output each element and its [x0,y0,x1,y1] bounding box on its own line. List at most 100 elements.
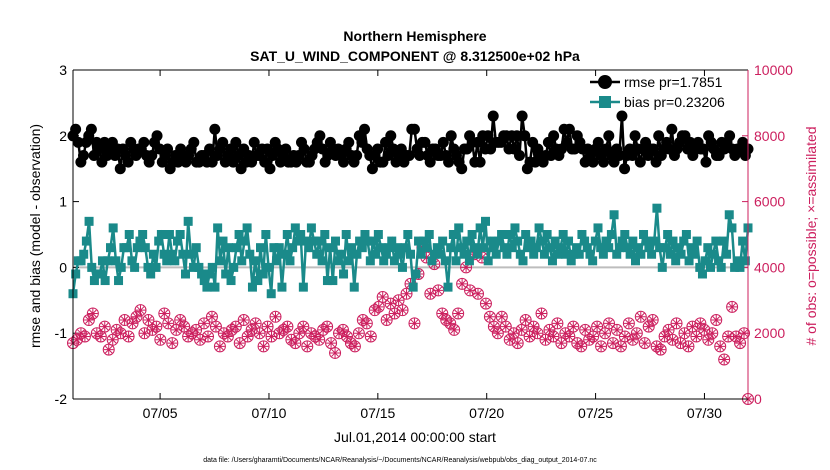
bias-point [229,262,239,272]
obs-possible-point [706,327,719,340]
bias-point [106,243,115,253]
bias-point [419,236,429,246]
obs-assimilated-point [79,331,90,342]
bias-point [582,243,592,253]
bias-point [178,249,188,259]
obs-assimilated-point [294,328,305,339]
obs-marker [352,327,365,340]
bias-point [403,230,413,239]
obs-marker [118,314,131,327]
obs-marker [694,317,707,330]
bias-point [462,236,472,246]
obs-marker [293,327,306,340]
obs-marker [162,317,175,330]
obs-marker [567,320,580,333]
obs-marker [487,320,500,333]
obs-assimilated-point [580,324,591,335]
bias-point [189,262,199,272]
obs-assimilated-point [421,252,432,263]
obs-marker [551,317,564,330]
obs-assimilated-point [492,328,503,339]
y-right-tick-label: 0 [754,391,762,407]
bias-point [617,236,627,246]
rmse-point [474,156,486,168]
bias-point [593,223,603,233]
obs-marker [340,330,353,343]
obs-assimilated-point [163,318,174,329]
obs-marker [329,346,342,359]
obs-assimilated-point [119,315,130,326]
bias-point [408,282,418,292]
bias-point [159,249,169,259]
bias-point [333,256,343,266]
obs-assimilated-point [234,338,245,349]
bias-point [355,236,365,246]
obs-marker [233,337,246,350]
obs-possible-point [257,340,270,353]
obs-assimilated-point [619,331,630,342]
bias-point [738,236,748,246]
bias-point [625,249,635,259]
bias-point [553,249,563,259]
rmse-point [619,163,631,175]
obs-marker [297,320,310,333]
obs-marker [563,330,576,343]
obs-assimilated-point [627,334,638,345]
obs-marker [78,330,91,343]
bias-point [397,262,407,272]
obs-marker [261,320,274,333]
obs-assimilated-point [532,328,543,339]
obs-possible-point [340,330,353,343]
obs-assimilated-point [151,321,162,332]
rmse-point [419,136,431,148]
obs-assimilated-point [425,288,436,299]
obs-marker [98,320,111,333]
obs-assimilated-point [453,308,464,319]
obs-possible-point [694,317,707,330]
bias-point [194,262,204,272]
obs-marker [229,320,242,333]
rmse-point [653,130,665,142]
bias-point [427,256,437,266]
obs-assimilated-point [675,338,686,349]
bias-point [237,256,247,266]
obs-marker [630,327,643,340]
obs-marker [726,300,739,313]
obs-possible-point [356,314,369,327]
bias-point [641,236,651,246]
obs-possible-point [678,327,691,340]
obs-assimilated-point [298,321,309,332]
obs-assimilated-point [254,328,265,339]
obs-marker [142,314,155,327]
obs-possible-point [337,323,349,336]
obs-possible-point [233,337,246,350]
obs-possible-point [642,320,655,333]
bias-point [724,210,734,220]
rmse-point [85,123,97,135]
rmse-point [366,163,378,175]
obs-assimilated-point [552,318,563,329]
bias-point [140,243,150,253]
obs-possible-point [690,330,703,343]
obs-possible-point [134,304,147,317]
obs-possible-point [269,310,282,323]
y-axis-left-label: rmse and bias (model - observation) [27,124,43,348]
y-left-tick-label: 0 [59,259,67,275]
x-tick-label: 07/15 [360,405,395,421]
rmse-point [487,110,499,122]
obs-marker [265,330,278,343]
obs-possible-point [726,300,739,313]
bias-point [531,243,541,253]
bias-point [239,236,249,246]
obs-marker [499,320,512,333]
obs-assimilated-point [504,334,515,345]
obs-assimilated-point [683,341,694,352]
obs-marker [313,333,326,346]
bias-point [210,282,220,292]
obs-marker [321,320,334,333]
obs-assimilated-point [445,318,456,329]
obs-assimilated-point [727,301,738,312]
obs-assimilated-point [484,311,495,322]
bias-point [111,256,121,266]
obs-assimilated-point [631,328,642,339]
